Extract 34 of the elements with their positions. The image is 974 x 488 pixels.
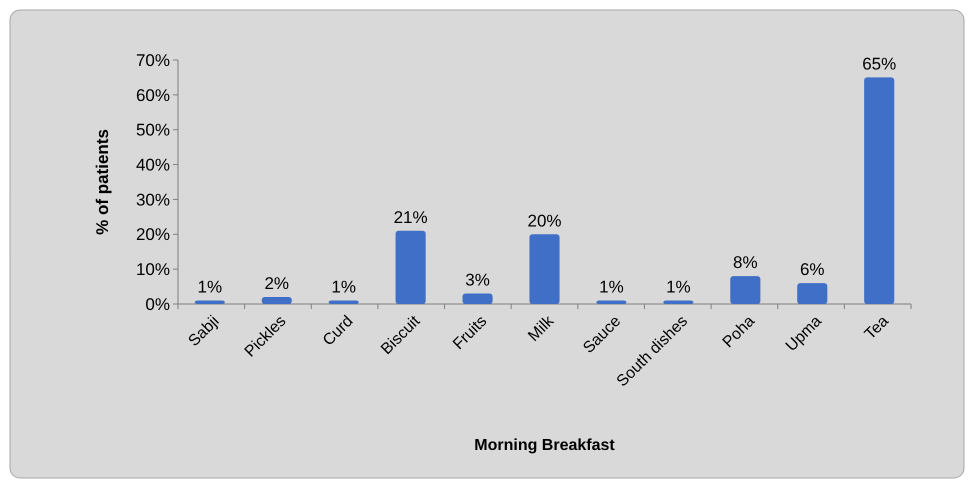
bar — [396, 230, 426, 304]
y-tick-label: 70% — [136, 50, 170, 70]
y-tick-label: 50% — [136, 120, 170, 140]
bar — [864, 77, 894, 304]
y-tick-label: 40% — [136, 156, 170, 175]
y-axis-title: % of patients — [93, 129, 112, 235]
x-axis-title: Morning Breakfast — [474, 437, 616, 454]
data-label: 3% — [465, 270, 490, 290]
bar — [730, 276, 760, 304]
bar — [797, 283, 828, 304]
data-label: 1% — [198, 278, 222, 297]
data-label: 21% — [394, 208, 428, 227]
bar — [596, 300, 626, 304]
y-tick-label: 60% — [136, 86, 170, 105]
data-label: 6% — [800, 260, 825, 280]
data-label: 1% — [666, 278, 691, 297]
bar — [529, 234, 560, 304]
x-tick-label: Milk — [525, 312, 558, 345]
bar — [262, 297, 292, 304]
data-label: 65% — [862, 54, 896, 74]
data-label: 1% — [599, 278, 624, 297]
bar — [663, 300, 694, 304]
y-tick-label: 10% — [136, 260, 170, 280]
x-tick-label: Tea — [862, 312, 892, 344]
bar — [462, 294, 493, 304]
data-label: 8% — [733, 253, 758, 272]
data-label: 20% — [527, 211, 562, 230]
data-label: 2% — [264, 274, 290, 294]
y-tick-label: 30% — [136, 190, 170, 210]
data-label: 1% — [331, 278, 356, 297]
bar — [328, 300, 359, 304]
bar — [194, 300, 225, 304]
y-tick-label: 20% — [136, 225, 170, 244]
y-tick-label: 0% — [145, 294, 170, 314]
